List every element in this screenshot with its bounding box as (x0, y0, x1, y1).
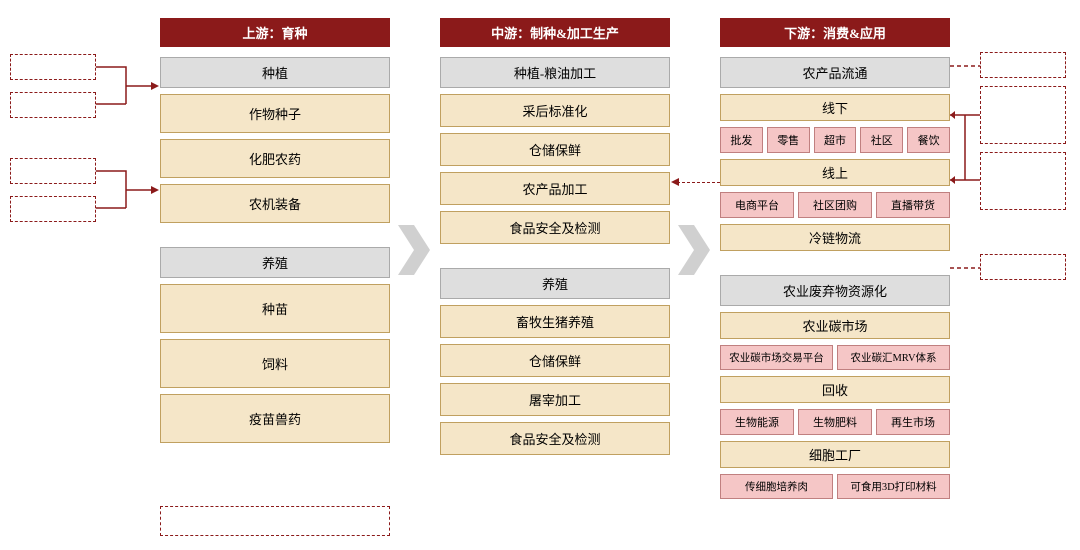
chip-carbon-trade: 农业碳市场交易平台 (720, 345, 833, 370)
box-fertilizer: 化肥农药 (160, 139, 390, 178)
section-distribution: 农产品流通 (720, 57, 950, 88)
box-crop-seed: 作物种子 (160, 94, 390, 133)
row-recycle-chips: 生物能源 生物肥料 再生市场 (720, 409, 950, 435)
column-left: 上游：育种 种植 作物种子 化肥农药 农机装备 养殖 种苗 饲料 疫苗兽药 (160, 18, 390, 449)
box-machinery: 农机装备 (160, 184, 390, 223)
section-planting: 种植 (160, 57, 390, 88)
chip-3dprint: 可食用3D打印材料 (837, 474, 950, 499)
box-agri-processing: 农产品加工 (440, 172, 670, 205)
chip-bioenergy: 生物能源 (720, 409, 794, 435)
section-grain-processing: 种植-粮油加工 (440, 57, 670, 88)
chip-retail: 零售 (767, 127, 810, 153)
column-right: 下游：消费&应用 农产品流通 线下 批发 零售 超市 社区 餐饮 线上 电商平台… (720, 18, 950, 505)
side-box-r3 (980, 152, 1066, 210)
box-seedling: 种苗 (160, 284, 390, 333)
section-breeding: 养殖 (160, 247, 390, 278)
box-vaccine: 疫苗兽药 (160, 394, 390, 443)
chip-remarket: 再生市场 (876, 409, 950, 435)
chevron-2 (678, 225, 710, 275)
chip-livestream: 直播带货 (876, 192, 950, 218)
section-waste: 农业废弃物资源化 (720, 275, 950, 306)
section-breeding2: 养殖 (440, 268, 670, 299)
box-food-safety2: 食品安全及检测 (440, 422, 670, 455)
box-storage1: 仓储保鲜 (440, 133, 670, 166)
header-mid: 中游：制种&加工生产 (440, 18, 670, 47)
box-offline: 线下 (720, 94, 950, 121)
side-box-r1 (980, 52, 1066, 78)
bracket-left-2 (96, 158, 160, 222)
connector-r1 (950, 56, 980, 76)
box-storage2: 仓储保鲜 (440, 344, 670, 377)
bracket-r2 (950, 90, 980, 200)
chip-biofert: 生物肥料 (798, 409, 872, 435)
chip-ecommerce: 电商平台 (720, 192, 794, 218)
row-carbon-chips: 农业碳市场交易平台 农业碳汇MRV体系 (720, 345, 950, 370)
box-feed: 饲料 (160, 339, 390, 388)
box-postharvest: 采后标准化 (440, 94, 670, 127)
row-offline-chips: 批发 零售 超市 社区 餐饮 (720, 127, 950, 153)
arrow-tip-mid (671, 178, 679, 186)
side-box-4 (10, 196, 96, 222)
chip-groupbuy: 社区团购 (798, 192, 872, 218)
chip-culturedmeat: 传细胞培养肉 (720, 474, 833, 499)
side-box-2 (10, 92, 96, 118)
box-food-safety1: 食品安全及检测 (440, 211, 670, 244)
row-cell-chips: 传细胞培养肉 可食用3D打印材料 (720, 474, 950, 499)
chip-carbon-mrv: 农业碳汇MRV体系 (837, 345, 950, 370)
dashed-arrow-mid-right (677, 182, 720, 183)
box-coldchain: 冷链物流 (720, 224, 950, 251)
side-box-r4 (980, 254, 1066, 280)
box-slaughter: 屠宰加工 (440, 383, 670, 416)
bottom-dashed-box (160, 506, 390, 536)
bracket-left-1 (96, 54, 160, 118)
row-online-chips: 电商平台 社区团购 直播带货 (720, 192, 950, 218)
side-box-3 (10, 158, 96, 184)
connector-r4 (950, 258, 980, 278)
chip-catering: 餐饮 (907, 127, 950, 153)
header-left: 上游：育种 (160, 18, 390, 47)
box-recycle: 回收 (720, 376, 950, 403)
box-cell-factory: 细胞工厂 (720, 441, 950, 468)
side-box-1 (10, 54, 96, 80)
box-carbon-market: 农业碳市场 (720, 312, 950, 339)
chip-community: 社区 (860, 127, 903, 153)
chip-wholesale: 批发 (720, 127, 763, 153)
header-right: 下游：消费&应用 (720, 18, 950, 47)
box-livestock: 畜牧生猪养殖 (440, 305, 670, 338)
box-online: 线上 (720, 159, 950, 186)
side-box-r2 (980, 86, 1066, 144)
chip-supermarket: 超市 (814, 127, 857, 153)
column-mid: 中游：制种&加工生产 种植-粮油加工 采后标准化 仓储保鲜 农产品加工 食品安全… (440, 18, 670, 461)
chevron-1 (398, 225, 430, 275)
